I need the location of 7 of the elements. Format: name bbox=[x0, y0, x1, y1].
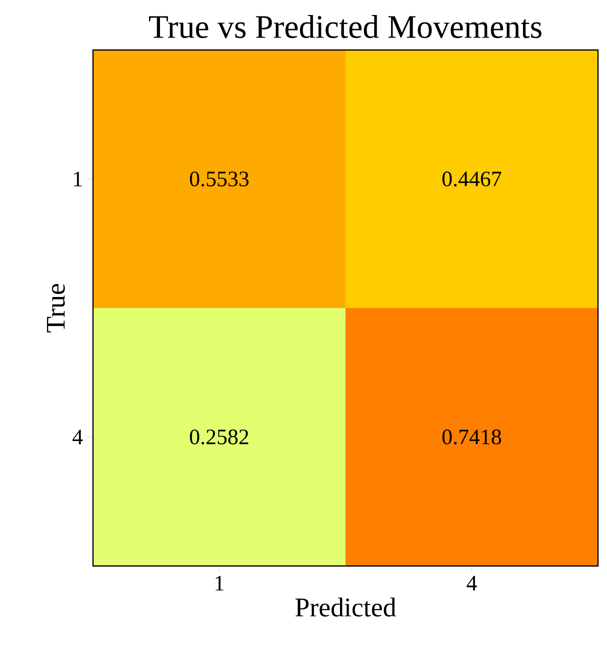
chart-title: True vs Predicted Movements bbox=[149, 14, 542, 38]
data-label: 0.5533 bbox=[190, 172, 249, 186]
data-label: 0.4467 bbox=[442, 172, 502, 186]
y-axis-title: True bbox=[46, 284, 65, 332]
x-axis-title: Predicted bbox=[295, 598, 396, 617]
data-label: 0.2582 bbox=[190, 430, 248, 444]
data-label: 0.7418 bbox=[442, 430, 502, 444]
